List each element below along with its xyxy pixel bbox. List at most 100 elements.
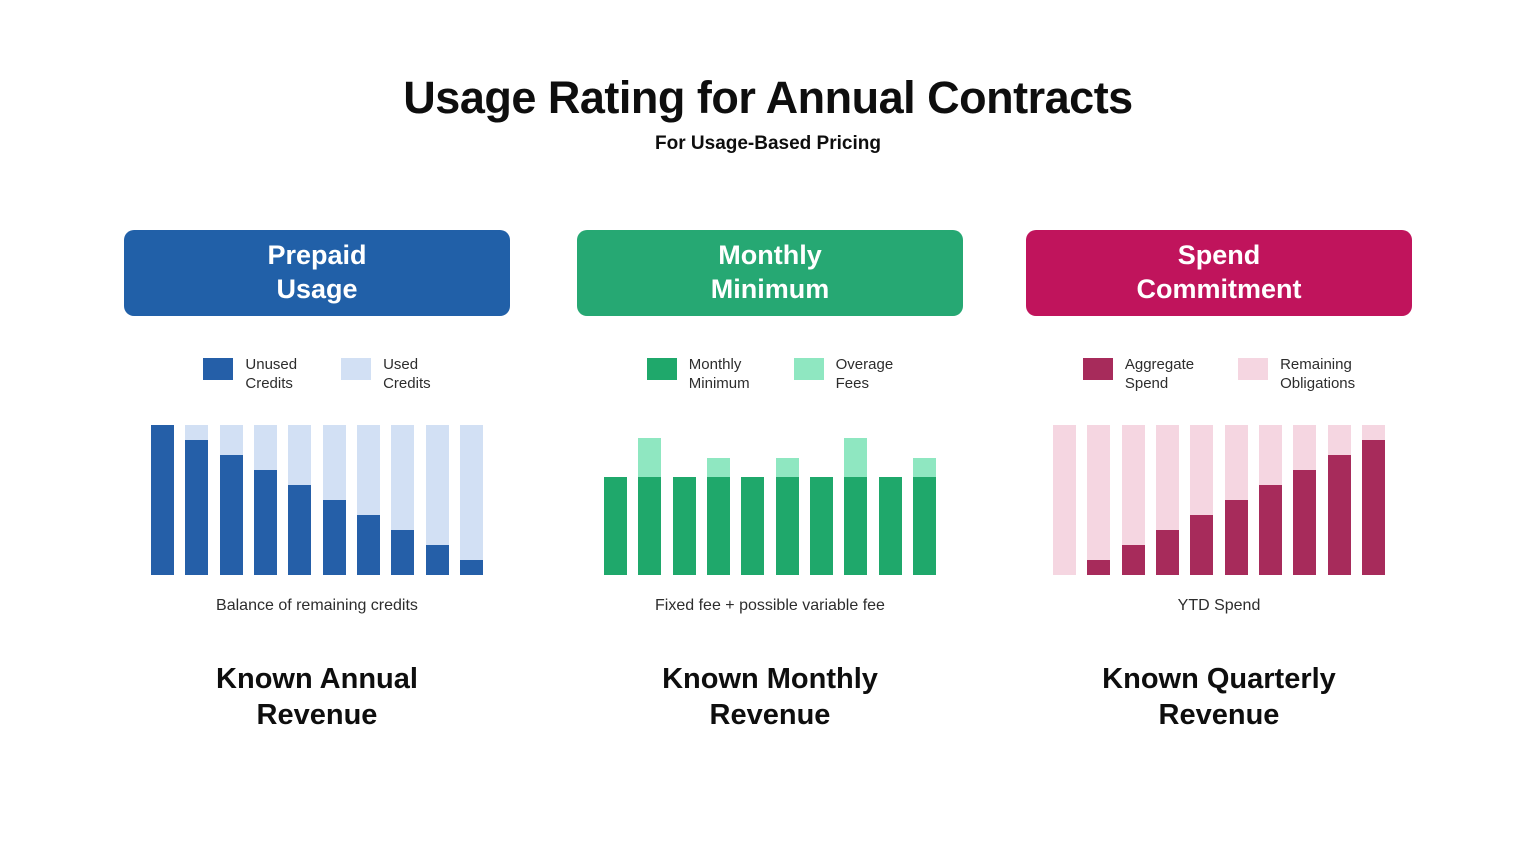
legend: Unused Credits Used Credits — [124, 356, 510, 394]
bar-segment — [706, 457, 730, 477]
bar — [1258, 424, 1282, 575]
legend-swatch-used-credits — [341, 358, 372, 380]
bar — [425, 424, 449, 575]
bar-segment — [1327, 424, 1351, 455]
bar — [775, 425, 799, 575]
footer-heading-annual-revenue: Known Annual Revenue — [216, 662, 418, 731]
legend-item-monthly-minimum: Monthly Minimum — [646, 356, 750, 394]
bar — [151, 424, 174, 575]
legend-swatch-overage-fees — [793, 358, 824, 380]
bar-segment — [809, 477, 833, 575]
bar-segment — [356, 424, 380, 515]
bar — [356, 424, 380, 575]
legend-item-overage-fees: Overage Fees — [793, 356, 894, 394]
bar-segment — [185, 439, 209, 575]
bar — [1190, 424, 1214, 575]
bar-segment — [219, 454, 243, 575]
bar-segment — [912, 457, 936, 477]
bar-segment — [1258, 484, 1282, 575]
legend-label: Used Credits — [383, 356, 431, 392]
bar-segment — [425, 544, 449, 575]
legend-label: Remaining Obligations — [1280, 356, 1356, 392]
bar — [604, 425, 627, 575]
bar — [1224, 424, 1248, 575]
bar-segment — [912, 477, 936, 575]
bar-segment — [459, 559, 483, 575]
bar — [1121, 424, 1145, 575]
bar-segment — [356, 514, 380, 575]
bar-segment — [1190, 514, 1214, 575]
page-subtitle: For Usage-Based Pricing — [655, 133, 881, 155]
bar-segment — [1121, 424, 1145, 545]
bar — [809, 425, 833, 575]
bar — [459, 424, 483, 575]
bar — [219, 424, 243, 575]
legend-swatch-remaining-obligations — [1238, 358, 1269, 380]
bar — [1361, 424, 1385, 575]
chart-caption: YTD Spend — [1177, 596, 1261, 614]
legend-item-remaining-obligations: Remaining Obligations — [1238, 356, 1355, 394]
panel-prepaid-usage: Prepaid Usage Unused Credits Used Credit… — [124, 230, 510, 733]
panel-spend-commitment: Spend Commitment Aggregate Spend Remaini… — [1026, 230, 1412, 733]
legend-label: Monthly Minimum — [688, 356, 750, 392]
bar — [878, 425, 902, 575]
panel-monthly-minimum: Monthly Minimum Monthly Minimum Overage … — [577, 230, 963, 733]
bar-segment — [219, 424, 243, 455]
legend-item-unused-credits: Unused Credits — [203, 356, 297, 394]
bar-segment — [459, 424, 483, 560]
bar-segment — [253, 469, 277, 575]
bar — [844, 425, 868, 575]
bar — [288, 424, 312, 575]
bar-segment — [1327, 454, 1351, 575]
bar-segment — [288, 484, 312, 575]
footer-heading-quarterly-revenue: Known Quarterly Revenue — [1102, 662, 1336, 731]
legend-label: Overage Fees — [835, 356, 894, 392]
legend-swatch-monthly-minimum — [646, 358, 677, 380]
bar-segment — [1087, 424, 1111, 560]
bar-segment — [706, 477, 730, 575]
chart-caption: Fixed fee + possible variable fee — [655, 596, 885, 614]
bar-segment — [322, 499, 346, 575]
legend-swatch-aggregate-spend — [1082, 358, 1113, 380]
bar-segment — [844, 477, 868, 575]
bar — [706, 425, 730, 575]
bar-segment — [1361, 424, 1385, 440]
panel-header-prepaid-usage: Prepaid Usage — [124, 230, 510, 316]
bar-segment — [151, 424, 174, 575]
legend-label: Unused Credits — [245, 356, 298, 392]
bar-segment — [878, 477, 902, 575]
bar-segment — [672, 477, 696, 575]
bar-segment — [1121, 544, 1145, 575]
page-title: Usage Rating for Annual Contracts — [403, 72, 1133, 123]
bar-segment — [775, 457, 799, 477]
bar-chart-prepaid-usage — [151, 424, 483, 575]
bar — [672, 425, 696, 575]
bar-segment — [1224, 424, 1248, 500]
bar-segment — [425, 424, 449, 545]
bar-segment — [253, 424, 277, 470]
bar-segment — [391, 424, 415, 530]
bar-segment — [1293, 469, 1317, 575]
panel-header-spend-commitment: Spend Commitment — [1026, 230, 1412, 316]
bar-segment — [775, 477, 799, 575]
bar-segment — [844, 438, 868, 477]
bar-segment — [1053, 424, 1076, 575]
chart-caption: Balance of remaining credits — [216, 596, 418, 614]
bar — [253, 424, 277, 575]
bar-segment — [1155, 424, 1179, 530]
bar — [1053, 424, 1076, 575]
panel-header-monthly-minimum: Monthly Minimum — [577, 230, 963, 316]
legend-swatch-unused-credits — [203, 358, 234, 380]
bar — [741, 425, 765, 575]
bar — [1087, 424, 1111, 575]
bar — [912, 425, 936, 575]
bar-segment — [1190, 424, 1214, 515]
legend-item-aggregate-spend: Aggregate Spend — [1082, 356, 1194, 394]
bar-segment — [1293, 424, 1317, 470]
bar-segment — [288, 424, 312, 485]
bar — [391, 424, 415, 575]
bar-chart-spend-commitment — [1053, 424, 1385, 575]
bar-segment — [638, 438, 662, 477]
bar — [185, 424, 209, 575]
